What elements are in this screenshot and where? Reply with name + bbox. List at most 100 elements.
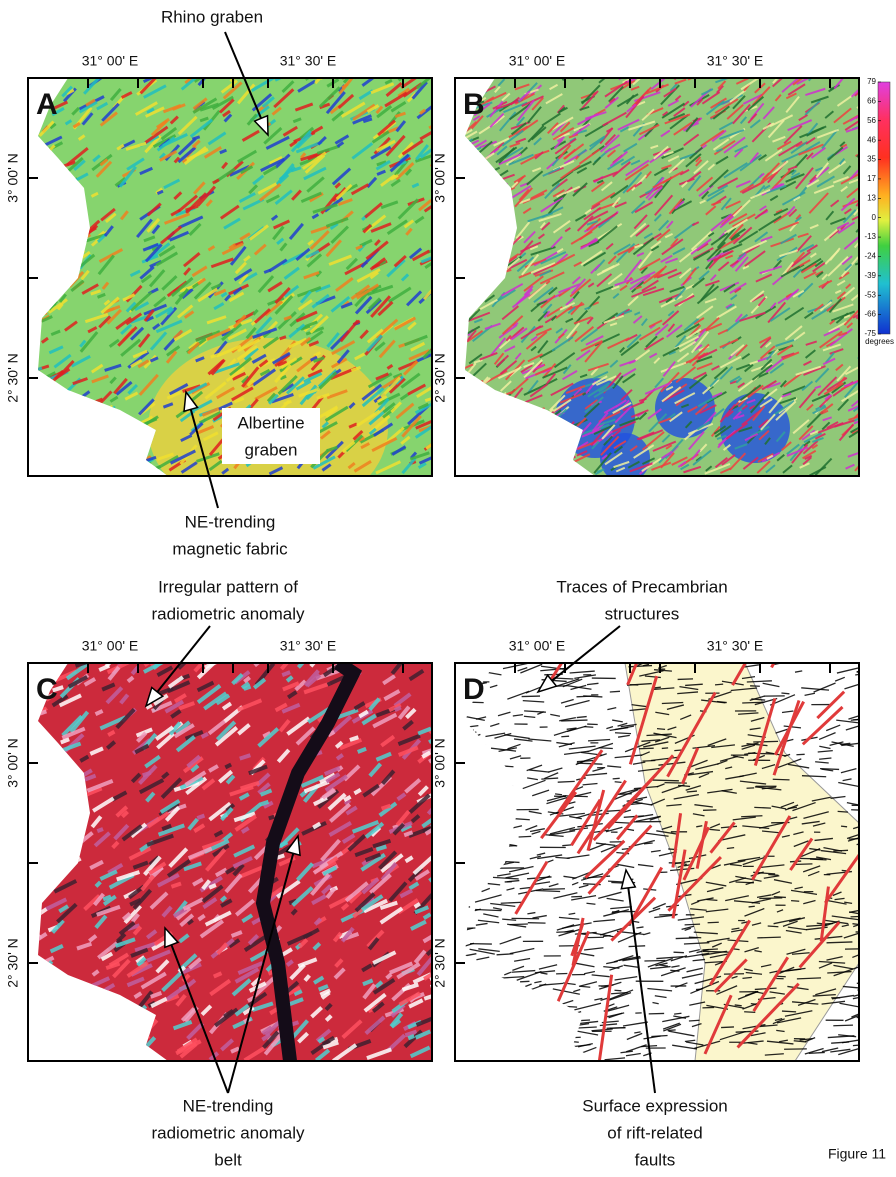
texture-stroke — [525, 1029, 534, 1032]
texture-stroke — [462, 416, 481, 424]
colorbar-label: 66 — [867, 96, 876, 105]
texture-stroke — [481, 781, 501, 784]
texture-stroke — [514, 414, 526, 429]
texture-stroke — [43, 190, 58, 200]
texture-stroke — [456, 258, 465, 268]
texture-stroke — [457, 248, 477, 255]
texture-stroke — [506, 400, 512, 404]
texture-stroke — [28, 436, 37, 445]
texture-stroke — [473, 242, 479, 244]
texture-stroke — [782, 1011, 796, 1012]
texture-stroke — [342, 58, 359, 79]
texture-stroke — [82, 1017, 104, 1026]
texture-stroke — [44, 245, 62, 256]
texture-stroke — [476, 447, 491, 453]
texture-stroke — [57, 194, 68, 202]
texture-stroke — [461, 803, 478, 809]
texture-stroke — [84, 460, 93, 466]
texture-stroke — [34, 380, 53, 397]
texture-stroke — [81, 416, 103, 425]
texture-stroke — [857, 397, 878, 410]
texture-stroke — [470, 850, 497, 856]
y-tick-label: 3° 00' N — [432, 738, 448, 788]
texture-stroke — [62, 1004, 85, 1020]
texture-stroke — [486, 793, 493, 795]
texture-stroke — [47, 758, 55, 764]
annotation: Traces of Precambrian — [556, 577, 727, 596]
texture-stroke — [455, 819, 469, 821]
texture-stroke — [495, 430, 517, 446]
colorbar-label: -13 — [864, 232, 876, 241]
texture-stroke — [143, 773, 151, 776]
texture-stroke — [459, 139, 472, 152]
texture-stroke — [462, 439, 475, 445]
texture-stroke — [486, 402, 497, 407]
texture-stroke — [471, 381, 483, 385]
texture-stroke — [642, 760, 655, 761]
texture-stroke — [118, 1018, 130, 1032]
texture-stroke — [44, 991, 65, 1006]
texture-stroke — [90, 459, 106, 474]
texture-stroke — [495, 183, 507, 197]
texture-stroke — [544, 434, 554, 438]
texture-stroke — [833, 850, 848, 851]
y-tick-label: 2° 30' N — [432, 353, 448, 403]
texture-stroke — [483, 793, 498, 795]
texture-stroke — [685, 924, 700, 925]
texture-stroke — [66, 461, 86, 473]
texture-stroke — [670, 970, 679, 971]
map-image — [455, 625, 886, 1063]
texture-stroke — [493, 1045, 503, 1046]
texture-stroke — [42, 875, 58, 890]
texture-stroke — [129, 456, 151, 471]
texture-stroke — [522, 423, 534, 428]
texture-stroke — [67, 251, 84, 263]
texture-stroke — [459, 150, 469, 162]
texture-stroke — [475, 199, 483, 208]
texture-stroke — [469, 738, 478, 740]
annotation: faults — [635, 1150, 676, 1169]
texture-stroke — [135, 1023, 148, 1038]
fault-line — [772, 625, 795, 667]
y-tick-label: 2° 30' N — [5, 938, 21, 988]
texture-stroke — [558, 781, 575, 782]
texture-stroke — [512, 1056, 540, 1060]
texture-stroke — [468, 1045, 493, 1046]
texture-stroke — [40, 861, 63, 872]
colorbar-label: -39 — [864, 271, 876, 280]
x-tick-label: 31° 00' E — [82, 53, 139, 69]
annotation: radiometric anomaly — [151, 1123, 305, 1142]
texture-stroke — [65, 428, 76, 432]
texture-stroke — [753, 741, 778, 742]
texture-stroke — [36, 163, 51, 168]
texture-stroke — [40, 986, 52, 999]
texture-stroke — [107, 1044, 121, 1058]
texture-stroke — [30, 452, 51, 463]
texture-stroke — [140, 431, 149, 442]
texture-stroke — [501, 405, 512, 414]
colorbar-label: 0 — [872, 213, 877, 222]
texture-stroke — [55, 779, 60, 782]
texture-stroke — [522, 1017, 547, 1019]
texture-stroke — [489, 837, 509, 840]
texture-stroke — [492, 440, 502, 443]
texture-stroke — [476, 181, 485, 187]
texture-stroke — [70, 802, 77, 810]
texture-stroke — [536, 460, 555, 472]
texture-stroke — [514, 435, 533, 449]
texture-stroke — [482, 1009, 505, 1012]
texture-stroke — [547, 437, 554, 442]
texture-stroke — [456, 799, 468, 803]
colorbar-label: 56 — [867, 116, 876, 125]
texture-stroke — [54, 435, 76, 443]
texture-stroke — [82, 454, 93, 458]
texture-stroke — [768, 874, 778, 875]
texture-stroke — [29, 794, 35, 800]
texture-stroke — [727, 848, 734, 849]
texture-stroke — [545, 426, 555, 437]
texture-stroke — [490, 822, 510, 828]
colorbar — [878, 82, 890, 334]
texture-stroke — [130, 1026, 146, 1035]
texture-stroke — [537, 1010, 561, 1020]
texture-stroke — [652, 780, 679, 781]
